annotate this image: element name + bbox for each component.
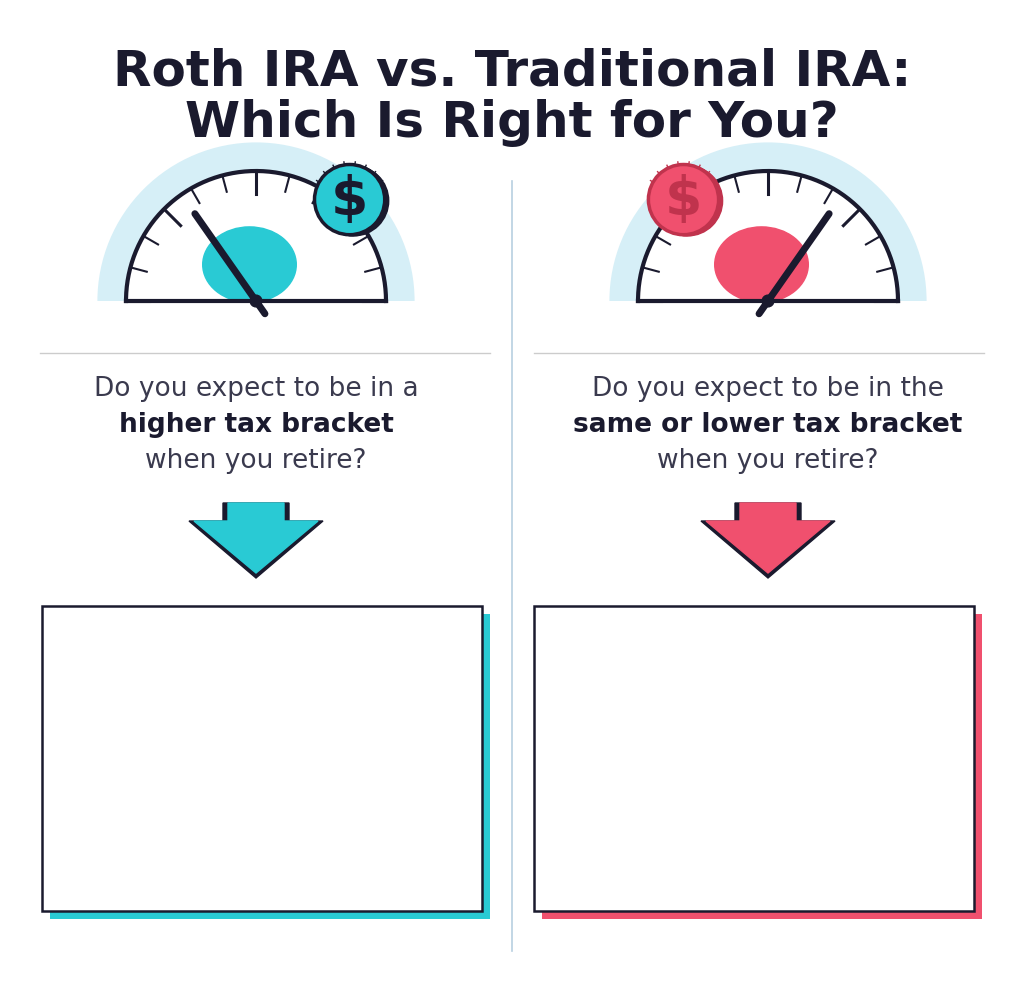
Circle shape xyxy=(650,165,721,235)
Text: You should look into a: You should look into a xyxy=(111,632,414,660)
Text: taxes by contributing to: taxes by contributing to xyxy=(96,755,428,783)
Text: Do you expect to be in the: Do you expect to be in the xyxy=(592,376,944,402)
Text: You should look into a: You should look into a xyxy=(602,632,905,660)
Text: when you retire?: when you retire? xyxy=(145,448,367,474)
Polygon shape xyxy=(706,503,830,573)
Text: Do you expect to be in a: Do you expect to be in a xyxy=(93,376,419,402)
Text: Which Is Right for You?: Which Is Right for You? xyxy=(185,99,839,147)
Circle shape xyxy=(318,166,389,236)
Text: Roth IRA vs. Traditional IRA:: Roth IRA vs. Traditional IRA: xyxy=(113,47,911,95)
Text: You could: You could xyxy=(241,673,382,701)
Text: $: $ xyxy=(331,173,369,225)
Ellipse shape xyxy=(203,227,296,302)
Polygon shape xyxy=(194,503,318,573)
Text: Roth IRA.: Roth IRA. xyxy=(133,673,281,701)
Circle shape xyxy=(250,295,262,307)
FancyBboxPatch shape xyxy=(42,606,482,911)
Circle shape xyxy=(651,165,722,235)
Wedge shape xyxy=(609,142,927,301)
Wedge shape xyxy=(126,171,386,301)
Circle shape xyxy=(314,164,385,234)
Text: You: You xyxy=(814,673,870,701)
Polygon shape xyxy=(189,503,323,578)
Circle shape xyxy=(648,164,719,234)
Circle shape xyxy=(316,165,387,235)
Text: a Traditional IRA.: a Traditional IRA. xyxy=(638,796,870,824)
Text: higher tax bracket: higher tax bracket xyxy=(119,412,393,438)
Ellipse shape xyxy=(715,227,808,302)
Circle shape xyxy=(317,165,388,235)
Wedge shape xyxy=(97,142,415,301)
Text: save more in future: save more in future xyxy=(126,714,398,742)
Text: Traditional IRA.: Traditional IRA. xyxy=(611,673,853,701)
FancyBboxPatch shape xyxy=(534,606,974,911)
Text: same or lower tax bracket: same or lower tax bracket xyxy=(573,412,963,438)
Text: could save more now in: could save more now in xyxy=(589,714,919,742)
Polygon shape xyxy=(701,503,835,578)
Text: taxes by contributing to: taxes by contributing to xyxy=(588,755,921,783)
Circle shape xyxy=(652,166,723,236)
Bar xyxy=(50,614,490,919)
Wedge shape xyxy=(638,171,898,301)
Text: $: $ xyxy=(665,173,702,225)
Text: a Roth IRA.: a Roth IRA. xyxy=(186,796,338,824)
Bar xyxy=(542,614,982,919)
Circle shape xyxy=(762,295,774,307)
Text: when you retire?: when you retire? xyxy=(657,448,879,474)
